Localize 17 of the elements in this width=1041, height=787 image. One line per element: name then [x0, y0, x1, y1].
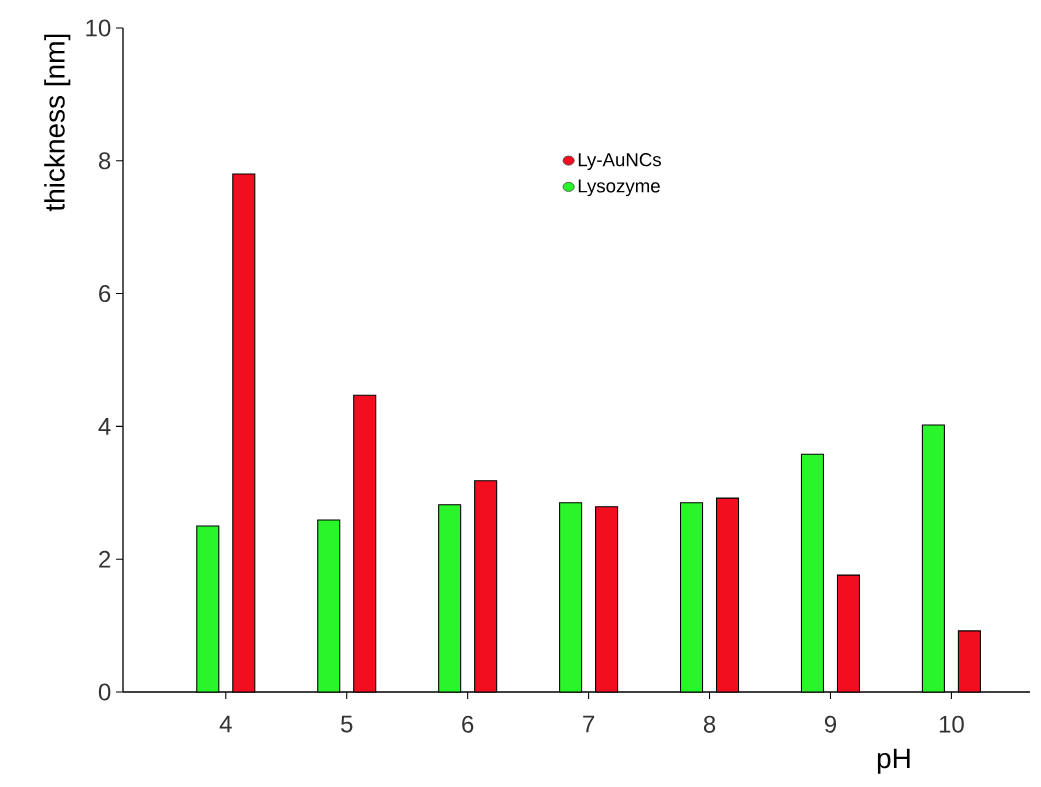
- y-tick-label: 2: [99, 550, 111, 568]
- x-tick-label: 5: [341, 715, 353, 733]
- y-tick-label: 4: [98, 418, 111, 435]
- x-tick-label: 4: [219, 715, 232, 733]
- y-tick-label: 8: [98, 152, 111, 170]
- y-tick-label: 10: [86, 19, 111, 37]
- x-tick-label: 10: [939, 715, 964, 733]
- legend-label: Lysozyme: [578, 179, 660, 197]
- x-tick-label: 6: [462, 715, 474, 733]
- legend-label: Ly-AuNCs: [578, 153, 661, 170]
- x-tick-label: 9: [824, 715, 836, 733]
- y-tick-label: 0: [98, 683, 111, 701]
- x-axis-title: pH: [877, 748, 910, 774]
- y-axis-title: thickness [nm]: [44, 34, 71, 212]
- x-tick-label: 7: [583, 715, 595, 733]
- x-tick-label: 8: [703, 715, 716, 733]
- y-tick-label: 6: [99, 285, 111, 303]
